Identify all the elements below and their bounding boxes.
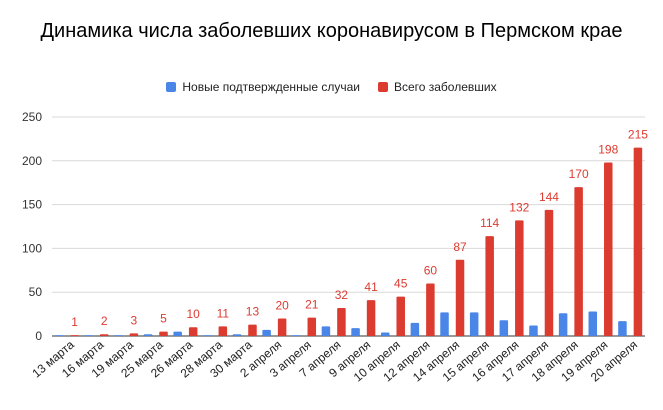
bar-total [515, 220, 524, 336]
bar-new-cases [143, 334, 153, 336]
bar-total [70, 335, 79, 336]
bar-new-cases [469, 312, 479, 336]
bar-new-cases [440, 312, 449, 336]
chart-title: Динамика числа заболевших коронавирусом … [40, 20, 623, 42]
bar-new-cases [203, 335, 212, 336]
data-label: 13 [246, 305, 260, 319]
bar-new-cases [232, 334, 242, 336]
bar-total [307, 317, 317, 336]
data-label: 215 [628, 128, 648, 142]
data-label: 1 [71, 315, 78, 329]
bar-new-cases [351, 328, 360, 336]
legend: Новые подтвержденные случаи Всего заболе… [0, 80, 663, 94]
bar-total [426, 283, 435, 336]
y-tick-label: 50 [29, 285, 43, 299]
data-label: 60 [424, 263, 438, 277]
bar-new-cases [380, 332, 390, 336]
bar-total [129, 333, 139, 336]
data-label: 144 [539, 190, 559, 204]
data-label: 87 [453, 240, 467, 254]
legend-item-total: Всего заболевших [377, 80, 497, 94]
data-label: 32 [335, 288, 349, 302]
bar-new-cases [173, 331, 182, 336]
bar-new-cases [410, 322, 420, 336]
bar-total [544, 209, 554, 336]
data-label: 170 [569, 167, 589, 181]
data-label: 5 [160, 312, 167, 326]
bar-new-cases [588, 311, 598, 336]
bar-total [277, 318, 287, 336]
bar-total [218, 326, 228, 336]
bar-total [159, 331, 168, 336]
data-label: 45 [394, 277, 408, 291]
bar-total [574, 187, 583, 336]
data-label: 114 [480, 216, 499, 230]
bar-new-cases [84, 335, 93, 336]
bar-total [337, 307, 346, 336]
bar-total [99, 334, 109, 336]
y-tick-label: 200 [22, 154, 42, 168]
data-label: 41 [364, 280, 378, 294]
legend-label-new-cases: Новые подтвержденные случаи [182, 80, 360, 94]
data-label: 20 [275, 298, 289, 312]
bar-new-cases [114, 335, 123, 336]
y-tick-label: 150 [22, 198, 42, 212]
bar-new-cases [499, 320, 509, 336]
bar-new-cases [54, 335, 64, 336]
bar-total [455, 259, 465, 336]
bar-total [366, 300, 376, 336]
bar-total [188, 327, 198, 336]
bar-new-cases [618, 321, 627, 336]
bar-total [604, 162, 613, 336]
data-label: 21 [305, 298, 319, 312]
bar-total [485, 236, 494, 336]
legend-item-new-cases: Новые подтвержденные случаи [166, 80, 360, 94]
bar-new-cases [292, 335, 301, 336]
bar-total [633, 147, 643, 336]
data-label: 11 [217, 306, 230, 320]
bar-new-cases [321, 326, 331, 336]
bar-new-cases [529, 325, 538, 336]
y-tick-label: 100 [22, 241, 42, 255]
legend-label-total: Всего заболевших [393, 80, 497, 94]
bar-total [396, 296, 405, 336]
data-label: 10 [186, 307, 200, 321]
data-label: 2 [101, 314, 108, 328]
bar-new-cases [558, 313, 568, 336]
bar-new-cases [262, 329, 271, 336]
legend-swatch-total [377, 82, 388, 92]
data-label: 198 [598, 143, 618, 157]
data-label: 3 [131, 313, 138, 327]
data-label: 132 [509, 200, 529, 214]
y-tick-label: 250 [22, 110, 42, 124]
bar-total [248, 324, 257, 336]
legend-swatch-new-cases [166, 82, 177, 92]
y-tick-label: 0 [35, 329, 42, 343]
